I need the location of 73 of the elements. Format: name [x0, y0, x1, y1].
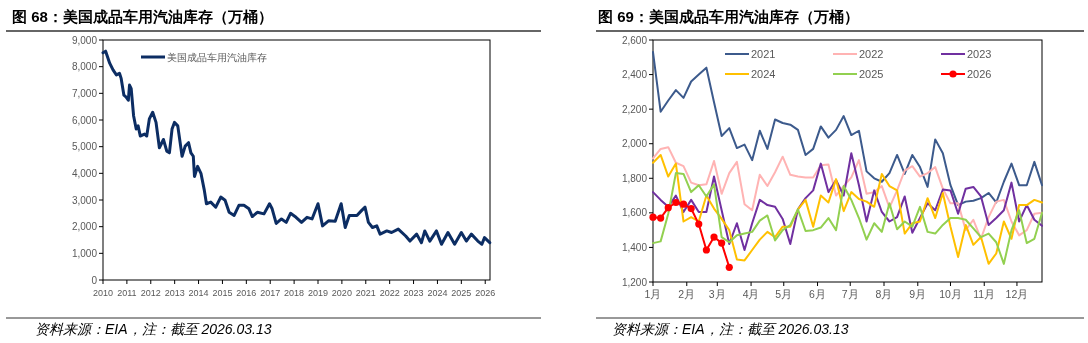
- y-tick-label: 8,000: [71, 61, 98, 73]
- y-tick-label: 2,000: [621, 138, 648, 150]
- line-series: [652, 146, 1043, 240]
- x-tick-label: 2014: [188, 288, 209, 298]
- x-tick-label: 2023: [403, 288, 424, 298]
- x-tick-label: 4月: [742, 288, 760, 300]
- y-tick-label: 9,000: [71, 34, 98, 46]
- x-tick-label: 8月: [875, 288, 893, 300]
- x-tick-label: 2012: [140, 288, 161, 298]
- y-tick-label: 1,000: [71, 247, 98, 259]
- x-tick-label: 2022: [379, 288, 400, 298]
- point: [710, 233, 718, 241]
- y-tick-label: 6,000: [71, 114, 98, 126]
- x-tick-label: 11月: [973, 288, 996, 300]
- x-tick-label: 2011: [117, 288, 137, 298]
- chart-title: 图 68：美国成品车用汽油库存（万桶）: [12, 8, 273, 25]
- line-series: [101, 49, 492, 246]
- point: [725, 263, 733, 271]
- point: [664, 204, 672, 212]
- x-tick-label: 1月: [644, 288, 662, 300]
- y-tick-label: 7,000: [71, 87, 98, 99]
- text: 资料来源：EIA，注：截至 2026.03.13: [35, 321, 272, 337]
- legend-label: 2025: [859, 68, 884, 80]
- x-tick-label: 12月: [1005, 288, 1029, 300]
- y-tick-label: 2,200: [621, 103, 648, 115]
- x-tick-label: 2020: [331, 288, 352, 298]
- y-tick-label: 1,200: [621, 276, 648, 288]
- point: [679, 200, 688, 208]
- x-tick-label: 6月: [809, 288, 826, 300]
- x-tick-label: 2016: [236, 288, 257, 298]
- point: [672, 198, 680, 207]
- y-tick-label: 5,000: [71, 141, 98, 153]
- y-tick-label: 1,400: [621, 241, 648, 253]
- chart-title: 图 69：美国成品车用汽油库存（万桶）: [598, 8, 859, 25]
- point: [687, 204, 695, 213]
- x-tick-label: 5月: [775, 288, 793, 300]
- y-tick-label: 2,000: [71, 221, 98, 233]
- y-tick-label: 3,000: [71, 194, 98, 206]
- x-tick-label: 2010: [92, 288, 114, 298]
- point: [657, 214, 665, 222]
- x-tick-label: 2013: [164, 288, 185, 298]
- point: [649, 213, 657, 221]
- text: 资料来源：EIA，注：截至 2026.03.13: [612, 321, 849, 337]
- y-tick-label: 0: [91, 274, 98, 286]
- legend-label: 美国成品车用汽油库存: [167, 52, 267, 63]
- legend-label: 2026: [967, 68, 992, 80]
- legend-label: 2022: [859, 48, 884, 60]
- point: [695, 220, 703, 228]
- x-tick-label: 9月: [909, 288, 927, 300]
- x-tick-label: 2月: [678, 288, 696, 300]
- x-tick-label: 2017: [260, 288, 281, 298]
- x-tick-label: 2026: [475, 288, 496, 298]
- legend-label: 2021: [751, 48, 776, 60]
- x-tick-label: 2025: [451, 288, 472, 298]
- y-tick-label: 1,600: [621, 207, 648, 219]
- line-series: [652, 172, 1043, 265]
- x-tick-label: 2019: [307, 288, 329, 298]
- line-series: [652, 51, 1043, 207]
- x-tick-label: 7月: [841, 288, 859, 300]
- y-tick-label: 2,400: [621, 69, 648, 81]
- legend-label: 2024: [751, 68, 776, 80]
- y-tick-label: 1,800: [621, 172, 648, 184]
- x-tick-label: 10月: [939, 288, 962, 300]
- point: [718, 239, 726, 247]
- legend-label: 2023: [967, 48, 992, 60]
- x-tick-label: 2024: [427, 288, 448, 298]
- x-tick-label: 2018: [284, 288, 305, 298]
- y-tick-label: 2,600: [621, 34, 648, 46]
- x-tick-label: 3月: [708, 288, 726, 300]
- point: [702, 246, 710, 254]
- x-tick-label: 2021: [355, 288, 376, 298]
- x-tick-label: 2015: [212, 288, 233, 298]
- y-tick-label: 4,000: [71, 167, 98, 179]
